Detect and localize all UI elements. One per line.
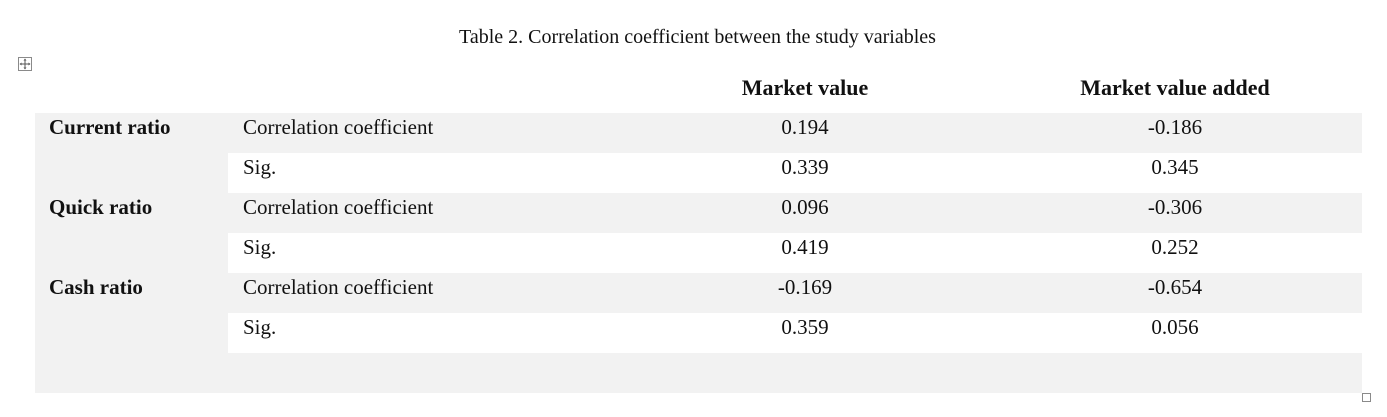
table-move-handle-icon[interactable] xyxy=(18,57,32,71)
table-row: Sig. 0.359 0.056 xyxy=(35,313,1362,353)
row-group-label: Current ratio xyxy=(49,115,171,139)
table-row: Sig. 0.419 0.252 xyxy=(35,233,1362,273)
correlation-table: Market value Market value added Current … xyxy=(35,73,1362,393)
row-stat-label: Sig. xyxy=(243,235,277,259)
table-row: Cash ratio Correlation coefficient -0.16… xyxy=(35,273,1362,313)
cell-market-value: -0.169 xyxy=(777,275,833,299)
cell-market-value-added: 0.056 xyxy=(1151,315,1199,339)
table-row: Quick ratio Correlation coefficient 0.09… xyxy=(35,193,1362,233)
cell-market-value-added: -0.186 xyxy=(1147,115,1203,139)
header-market-value: Market value xyxy=(741,75,869,100)
row-stat-label: Correlation coefficient xyxy=(243,115,434,139)
cell-market-value: 0.339 xyxy=(781,155,829,179)
row-stat-label: Correlation coefficient xyxy=(243,195,434,219)
table-left-shading xyxy=(35,113,228,393)
cell-market-value: 0.419 xyxy=(781,235,829,259)
table-row: Current ratio Correlation coefficient 0.… xyxy=(35,113,1362,153)
cell-market-value-added: 0.345 xyxy=(1151,155,1199,179)
row-stat-label: Sig. xyxy=(243,155,277,179)
cell-market-value: 0.359 xyxy=(781,315,829,339)
header-market-value-added: Market value added xyxy=(1080,75,1270,100)
cell-market-value: 0.194 xyxy=(781,115,829,139)
table-caption: Table 2. Correlation coefficient between… xyxy=(459,26,936,48)
cell-market-value-added: 0.252 xyxy=(1151,235,1199,259)
cell-market-value-added: -0.306 xyxy=(1147,195,1203,219)
row-group-label: Quick ratio xyxy=(49,195,153,219)
table-resize-handle-icon[interactable] xyxy=(1362,393,1371,402)
table-empty-bottom-row xyxy=(35,353,1362,393)
table-header-row: Market value Market value added xyxy=(35,73,1362,113)
table-row: Sig. 0.339 0.345 xyxy=(35,153,1362,193)
row-group-label: Cash ratio xyxy=(49,275,143,299)
row-stat-label: Sig. xyxy=(243,315,277,339)
row-stat-label: Correlation coefficient xyxy=(243,275,434,299)
cell-market-value: 0.096 xyxy=(781,195,829,219)
cell-market-value-added: -0.654 xyxy=(1147,275,1203,299)
move-cross-icon xyxy=(19,58,31,70)
